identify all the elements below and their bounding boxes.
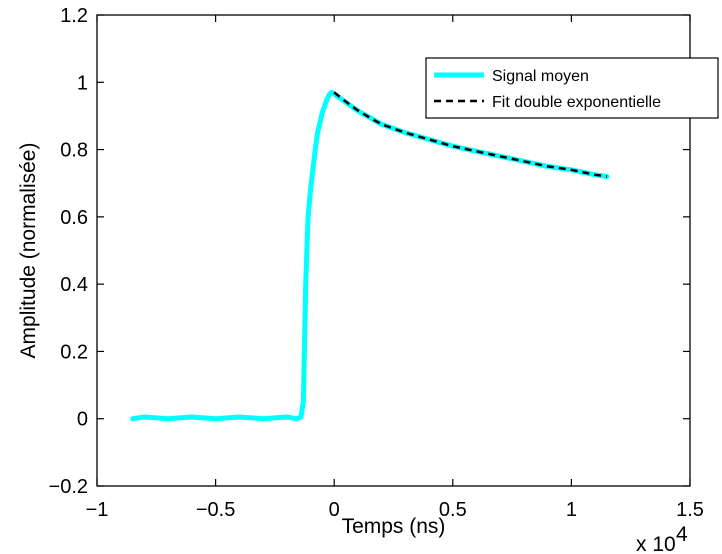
series-line-fit — [333, 91, 608, 178]
series-layer — [130, 89, 610, 422]
x-tick-label: 1.5 — [676, 499, 704, 521]
x-multiplier: x 10 4 — [636, 523, 688, 554]
y-tick-label: 1 — [77, 72, 88, 94]
x-tick-label: −0.5 — [196, 499, 235, 521]
x-tick-label: 1 — [566, 499, 577, 521]
y-tick-label: 0 — [77, 409, 88, 431]
legend: Signal moyen Fit double exponentielle — [425, 57, 719, 119]
y-tick-label: 0.4 — [60, 274, 88, 296]
y-tick-labels: −0.2 0 0.2 0.4 0.6 0.8 1 1.2 — [49, 5, 88, 498]
x-tick-label: 0.5 — [439, 499, 467, 521]
y-axis-label: Amplitude (normalisée) — [17, 143, 40, 359]
x-multiplier-base: x 10 — [636, 533, 676, 554]
y-tick-label: 1.2 — [60, 5, 88, 27]
y-tick-label: 0.2 — [60, 341, 88, 363]
y-tick-label: 0.6 — [60, 207, 88, 229]
x-tick-labels: −1 −0.5 0 0.5 1 1.5 — [86, 499, 704, 521]
legend-label-signal: Signal moyen — [492, 68, 589, 85]
x-axis-label: Temps (ns) — [342, 515, 446, 538]
y-tick-label: −0.2 — [49, 476, 88, 498]
series-line-signal — [130, 89, 610, 422]
legend-box — [425, 57, 719, 119]
x-multiplier-exponent: 4 — [676, 523, 688, 546]
y-tick-label: 0.8 — [60, 140, 88, 162]
axis-ticks — [96, 14, 691, 487]
legend-label-fit: Fit double exponentielle — [492, 94, 661, 111]
x-tick-label: −1 — [86, 499, 109, 521]
x-tick-label: 0 — [329, 499, 340, 521]
